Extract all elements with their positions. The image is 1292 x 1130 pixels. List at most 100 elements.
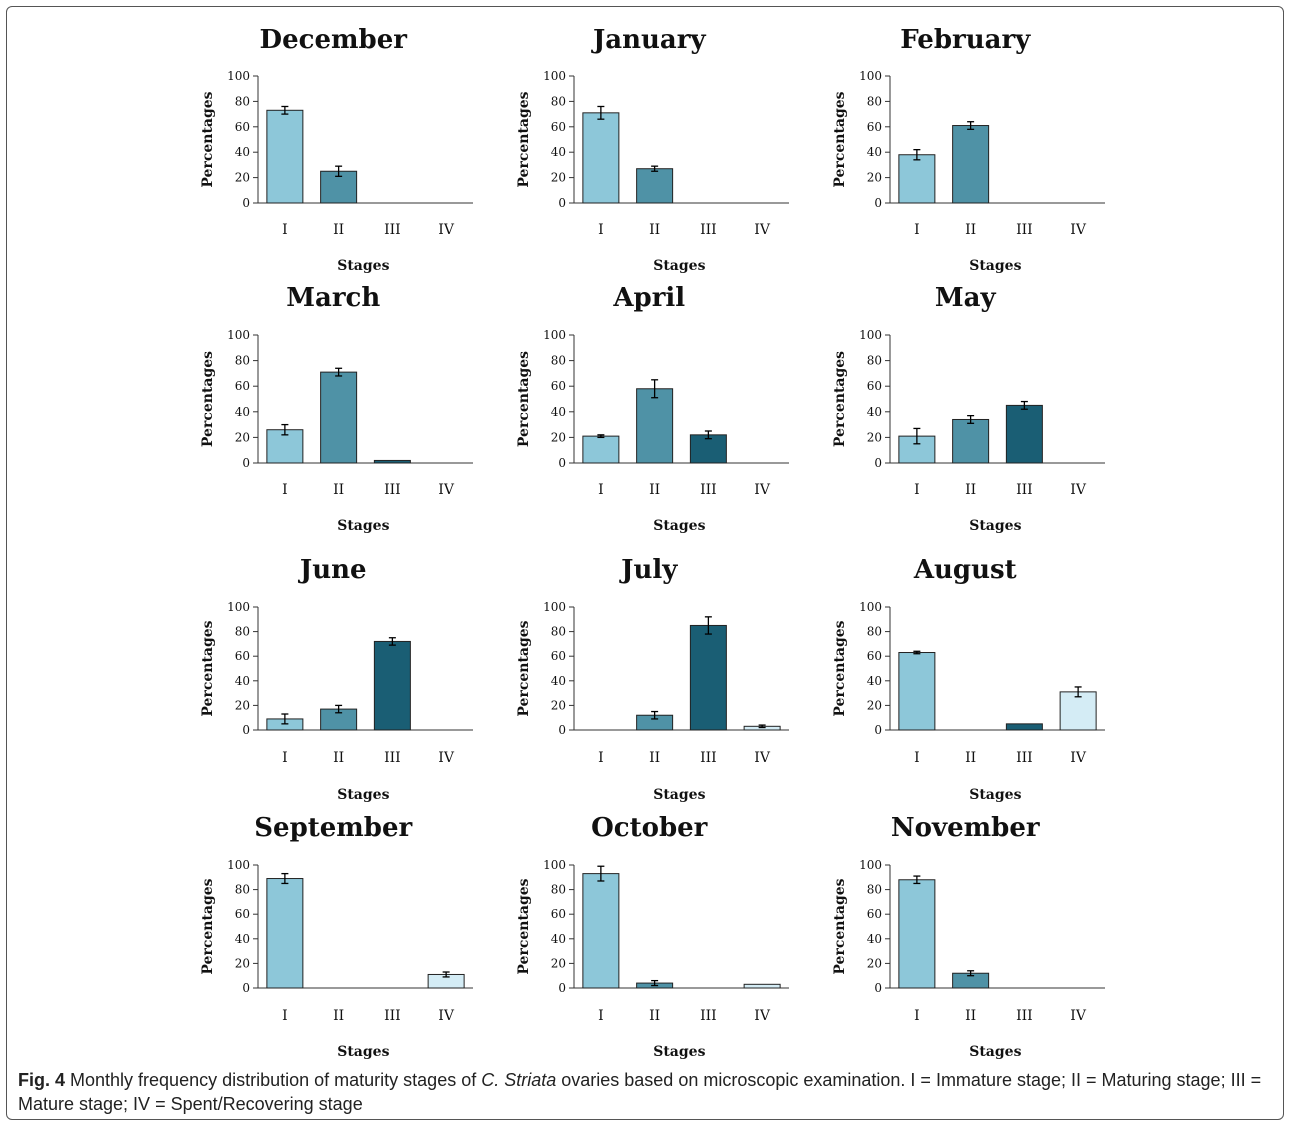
y-tick-label: 0 <box>558 981 566 995</box>
caption-text-before: Monthly frequency distribution of maturi… <box>65 1070 482 1090</box>
x-tick-label: III <box>384 482 401 498</box>
y-tick-label: 0 <box>874 723 882 737</box>
bar-stage-II <box>320 371 358 464</box>
y-tick-label: 100 <box>227 69 250 83</box>
bar-stage-II <box>636 388 674 464</box>
y-tick-label: 80 <box>551 94 566 108</box>
y-axis-label: Percentages <box>516 878 532 974</box>
bar-stage-I <box>582 435 620 464</box>
y-tick-label: 0 <box>558 196 566 210</box>
bar-stage-III <box>373 459 411 464</box>
x-tick-label: IV <box>438 482 455 498</box>
chart-title: September <box>254 813 412 843</box>
y-tick-label: 80 <box>235 883 250 897</box>
x-tick-label: IV <box>1070 222 1087 238</box>
x-axis-label: Stages <box>969 787 1021 803</box>
chart-title: December <box>260 25 408 55</box>
bar-stage-III <box>689 434 727 464</box>
chart-title: October <box>591 813 708 843</box>
y-tick-label: 40 <box>867 405 882 419</box>
bar-stage-III <box>373 640 411 731</box>
x-tick-label: IV <box>754 482 771 498</box>
figure-caption: Fig. 4 Monthly frequency distribution of… <box>18 1068 1276 1116</box>
x-tick-label: I <box>914 750 920 766</box>
y-tick-label: 0 <box>874 456 882 470</box>
y-tick-label: 40 <box>235 405 250 419</box>
x-axis-label: Stages <box>653 1044 705 1060</box>
x-tick-label: I <box>282 222 288 238</box>
y-tick-label: 60 <box>867 907 882 921</box>
y-tick-label: 40 <box>867 145 882 159</box>
y-tick-label: 80 <box>235 94 250 108</box>
y-tick-label: 80 <box>867 354 882 368</box>
y-tick-label: 40 <box>235 674 250 688</box>
bar-stage-I <box>266 878 304 989</box>
chart-title: May <box>935 283 997 313</box>
x-tick-label: II <box>333 482 344 498</box>
y-tick-label: 80 <box>867 94 882 108</box>
x-tick-label: II <box>649 482 660 498</box>
x-tick-label: II <box>649 1008 660 1024</box>
x-tick-label: II <box>965 222 976 238</box>
x-tick-label: III <box>700 750 717 766</box>
y-tick-label: 60 <box>867 120 882 134</box>
y-tick-label: 60 <box>867 649 882 663</box>
y-tick-label: 80 <box>867 883 882 897</box>
y-axis-label: Percentages <box>200 91 216 187</box>
x-tick-label: I <box>282 1008 288 1024</box>
y-tick-label: 40 <box>551 145 566 159</box>
x-tick-label: IV <box>438 750 455 766</box>
y-axis-label: Percentages <box>516 620 532 716</box>
x-axis-label: Stages <box>337 1044 389 1060</box>
y-tick-label: 0 <box>874 981 882 995</box>
caption-label: Fig. 4 <box>18 1070 66 1090</box>
y-tick-label: 100 <box>859 69 882 83</box>
y-tick-label: 40 <box>235 145 250 159</box>
y-tick-label: 60 <box>235 649 250 663</box>
y-tick-label: 100 <box>227 858 250 872</box>
bar-stage-I <box>266 109 304 204</box>
x-axis-label: Stages <box>653 787 705 803</box>
chart-title: August <box>913 555 1017 585</box>
x-tick-label: III <box>384 222 401 238</box>
y-tick-label: 40 <box>551 932 566 946</box>
x-tick-label: IV <box>1070 1008 1087 1024</box>
x-tick-label: I <box>598 1008 604 1024</box>
y-tick-label: 0 <box>558 456 566 470</box>
y-tick-label: 80 <box>235 354 250 368</box>
chart-title: February <box>900 25 1031 55</box>
y-tick-label: 20 <box>551 698 566 712</box>
x-tick-label: IV <box>754 1008 771 1024</box>
chart-title: April <box>612 283 685 313</box>
x-tick-label: I <box>598 482 604 498</box>
y-tick-label: 20 <box>551 171 566 185</box>
y-tick-label: 40 <box>551 674 566 688</box>
y-tick-label: 100 <box>859 600 882 614</box>
x-axis-label: Stages <box>653 518 705 534</box>
y-tick-label: 20 <box>235 956 250 970</box>
y-tick-label: 60 <box>235 120 250 134</box>
y-tick-label: 20 <box>235 171 250 185</box>
x-tick-label: II <box>333 750 344 766</box>
y-tick-label: 0 <box>874 196 882 210</box>
x-axis-label: Stages <box>969 258 1021 274</box>
x-tick-label: II <box>649 222 660 238</box>
bar-stage-II <box>636 168 674 204</box>
x-tick-label: III <box>700 1008 717 1024</box>
y-tick-label: 0 <box>242 723 250 737</box>
y-tick-label: 40 <box>867 932 882 946</box>
x-axis-label: Stages <box>337 518 389 534</box>
chart-title: November <box>891 813 1040 843</box>
y-tick-label: 40 <box>867 674 882 688</box>
y-axis-label: Percentages <box>200 351 216 447</box>
y-axis-label: Percentages <box>516 351 532 447</box>
y-tick-label: 20 <box>867 430 882 444</box>
